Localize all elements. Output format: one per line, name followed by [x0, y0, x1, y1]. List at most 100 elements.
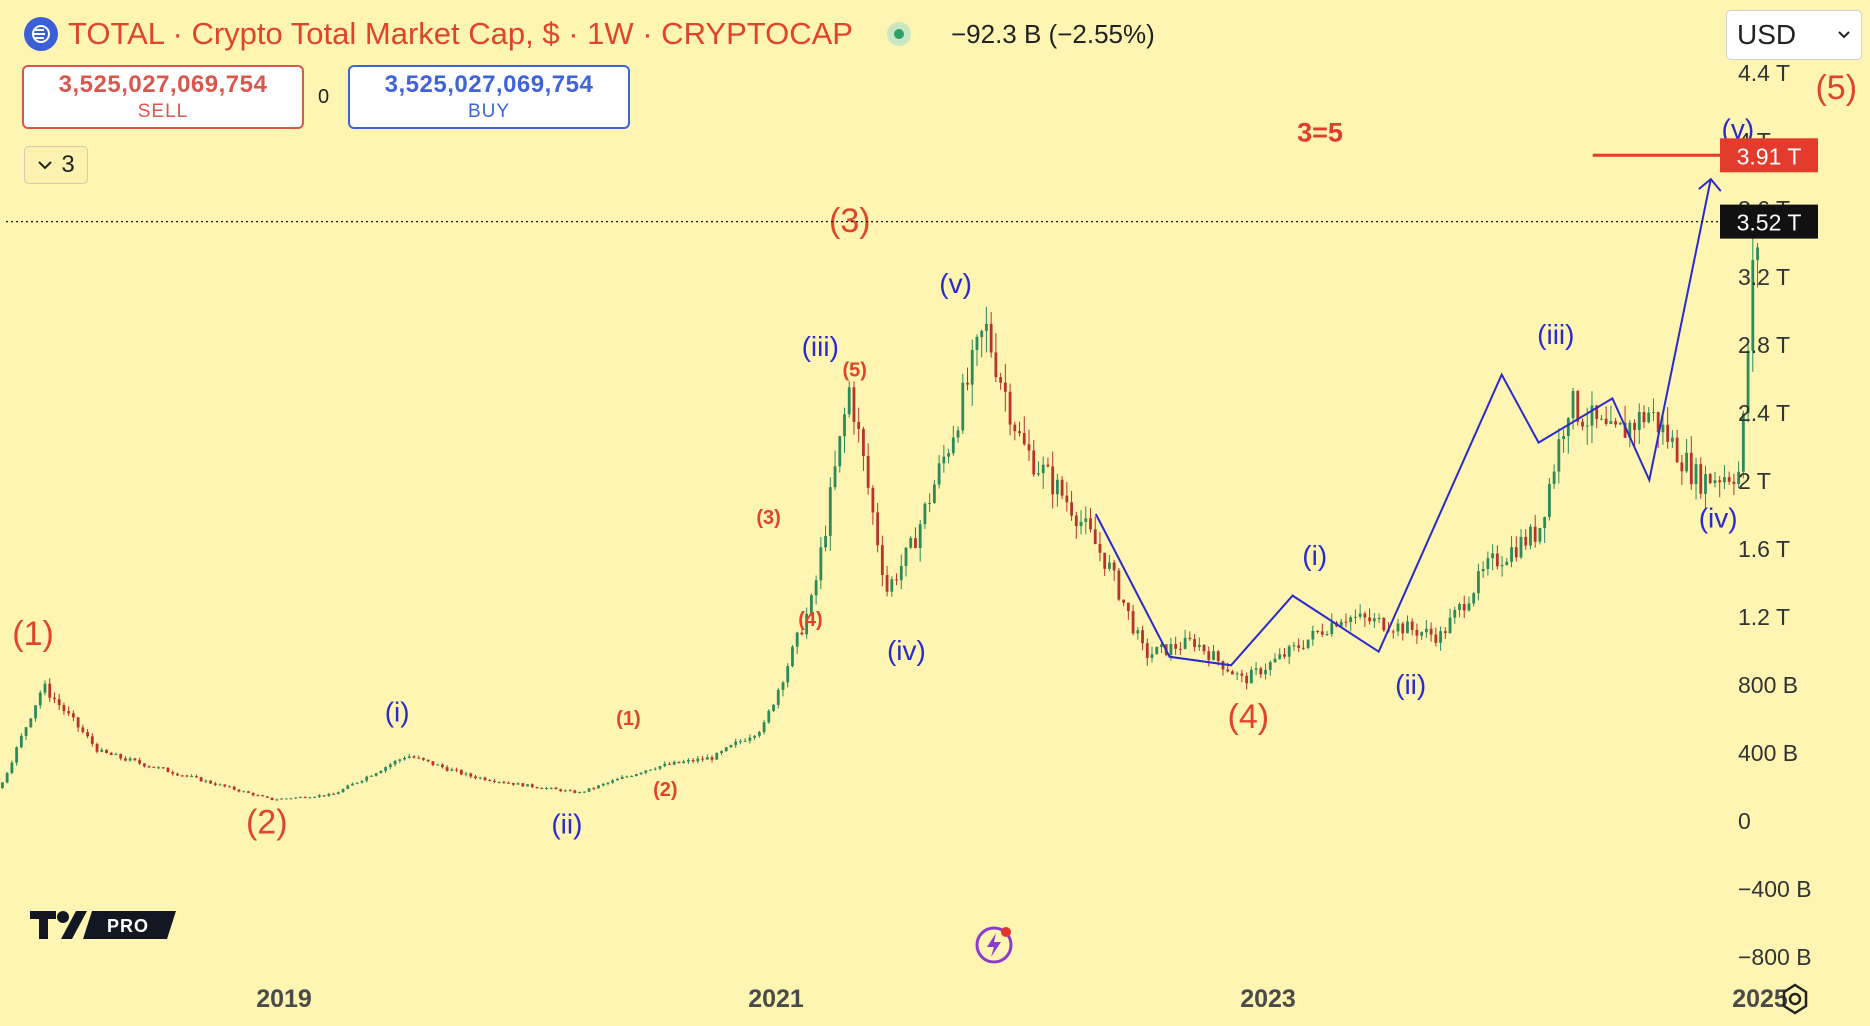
- candle: [43, 680, 47, 696]
- x-tick-label: 2023: [1240, 985, 1296, 1013]
- wave-label: (iii): [802, 331, 839, 362]
- chevron-down-icon: [1838, 31, 1850, 39]
- indicators-toggle-button[interactable]: 3: [24, 146, 88, 184]
- candle: [1618, 421, 1622, 426]
- y-tick-label: 0: [1738, 808, 1751, 834]
- gear-icon[interactable]: [1778, 982, 1812, 1016]
- candle: [1524, 529, 1528, 550]
- candle: [563, 789, 567, 793]
- candle: [843, 407, 846, 453]
- total-symbol-icon: [24, 17, 58, 51]
- candle: [412, 755, 416, 759]
- candle: [332, 792, 335, 795]
- candle: [554, 786, 558, 790]
- candle: [743, 737, 747, 742]
- candle: [757, 730, 761, 738]
- candle: [322, 795, 326, 797]
- buy-button[interactable]: 3,525,027,069,754 BUY: [348, 65, 630, 129]
- candle: [1448, 608, 1452, 634]
- candle: [100, 747, 104, 753]
- candle: [885, 565, 889, 597]
- candle: [847, 381, 851, 418]
- candle: [1477, 563, 1480, 601]
- candle: [545, 787, 548, 790]
- candle: [1406, 615, 1409, 634]
- wave-label: (2): [246, 804, 288, 842]
- candle: [1590, 391, 1594, 444]
- candle: [682, 759, 686, 764]
- y-tick-label: 1.6 T: [1738, 536, 1790, 562]
- candle: [393, 759, 397, 767]
- candle: [1354, 609, 1357, 625]
- candle: [1699, 457, 1703, 499]
- candle: [1495, 545, 1499, 570]
- wave-arrowhead: [1698, 177, 1722, 192]
- candle: [1273, 653, 1277, 664]
- candle: [1581, 418, 1584, 431]
- candle: [1344, 613, 1348, 628]
- candle: [620, 774, 624, 780]
- candle: [1377, 613, 1381, 624]
- candle: [142, 763, 146, 768]
- candle: [568, 789, 572, 792]
- candle: [1349, 615, 1353, 632]
- candle: [1666, 407, 1670, 449]
- candle: [1041, 456, 1045, 490]
- candle: [975, 334, 979, 366]
- candle: [1434, 627, 1438, 647]
- candle: [1235, 671, 1239, 681]
- candle: [644, 770, 648, 775]
- candle: [1401, 621, 1405, 641]
- candle: [497, 781, 501, 784]
- candle: [540, 787, 544, 790]
- candle: [772, 704, 775, 712]
- candle: [71, 710, 75, 722]
- candle: [1391, 629, 1395, 639]
- bolt-icon[interactable]: [974, 924, 1014, 964]
- tradingview-logo-icon[interactable]: PRO: [28, 908, 176, 947]
- candle: [805, 607, 809, 639]
- candle: [1481, 561, 1485, 578]
- symbol-title[interactable]: TOTAL · Crypto Total Market Cap, $ · 1W …: [68, 16, 853, 51]
- candle: [814, 575, 818, 605]
- candle: [791, 644, 794, 668]
- candle: [313, 796, 317, 798]
- candle: [947, 448, 950, 464]
- candle: [838, 435, 842, 473]
- candle: [1051, 451, 1055, 509]
- candle: [185, 774, 189, 778]
- candle: [57, 693, 61, 711]
- candle: [209, 780, 212, 784]
- market-status-icon[interactable]: [886, 22, 911, 46]
- candle: [1746, 340, 1750, 423]
- candle: [109, 751, 113, 756]
- candle: [1637, 403, 1641, 444]
- candle: [824, 525, 827, 552]
- candle: [663, 761, 667, 768]
- candle: [1675, 429, 1679, 463]
- indicators-count: 3: [61, 151, 75, 178]
- candle: [1519, 529, 1523, 560]
- candle: [218, 783, 222, 786]
- candle: [1264, 663, 1267, 680]
- candle: [1330, 613, 1334, 637]
- wave-label: (i): [385, 696, 410, 727]
- wave-label: (3): [829, 202, 871, 240]
- candle: [10, 760, 14, 775]
- candle: [289, 798, 293, 800]
- candle: [1467, 596, 1471, 612]
- pro-badge: PRO: [107, 916, 149, 936]
- target-annotation: 3=5: [1297, 117, 1343, 147]
- candle: [336, 791, 340, 795]
- y-tick-label: 800 B: [1738, 672, 1798, 698]
- candle: [819, 537, 823, 590]
- wave-projection-line[interactable]: [1094, 178, 1712, 667]
- candle: [157, 766, 160, 770]
- candle: [601, 782, 605, 787]
- candle: [876, 502, 880, 553]
- candle: [176, 772, 179, 777]
- sell-button[interactable]: 3,525,027,069,754 SELL: [22, 65, 304, 129]
- currency-select[interactable]: USD: [1726, 10, 1862, 60]
- candle: [1737, 461, 1741, 489]
